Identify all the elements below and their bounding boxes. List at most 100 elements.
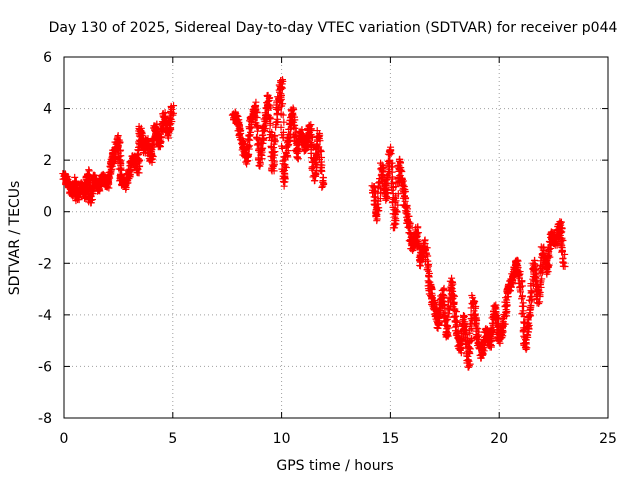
data-point: [518, 278, 526, 286]
data-point: [440, 312, 448, 320]
y-tick-label: -8: [38, 411, 52, 427]
data-point: [440, 284, 448, 292]
data-point: [279, 76, 287, 84]
data-point: [308, 140, 316, 148]
data-point: [280, 182, 288, 190]
data-point: [291, 124, 299, 132]
data-point: [503, 308, 511, 316]
data-point: [377, 159, 385, 167]
x-tick-label: 5: [168, 431, 177, 447]
data-point: [289, 116, 297, 124]
data-point: [538, 275, 546, 283]
data-point: [452, 308, 460, 316]
data-point: [422, 249, 430, 257]
data-point: [253, 123, 261, 131]
data-point: [387, 163, 395, 171]
data-point: [316, 146, 324, 154]
data-point: [147, 144, 155, 152]
data-point: [414, 236, 422, 244]
data-point: [518, 295, 526, 303]
data-point: [518, 302, 526, 310]
data-point: [488, 336, 496, 344]
data-point: [319, 182, 327, 190]
plot-frame: [63, 56, 609, 419]
data-point: [447, 286, 455, 294]
data-point: [533, 299, 541, 307]
data-point: [126, 165, 134, 173]
data-point: [528, 288, 536, 296]
data-point: [536, 291, 544, 299]
data-point: [135, 169, 143, 177]
data-point: [421, 245, 429, 253]
data-point: [267, 115, 275, 123]
data-point: [452, 321, 460, 329]
data-point: [561, 250, 569, 258]
data-point: [170, 102, 178, 110]
data-point: [518, 282, 526, 290]
data-point: [471, 304, 479, 312]
data-point: [520, 318, 528, 326]
data-point: [253, 135, 261, 143]
data-point: [277, 123, 285, 131]
data-point: [170, 109, 178, 117]
data-point: [439, 301, 447, 309]
data-point: [460, 314, 468, 322]
data-point: [271, 132, 279, 140]
data-point: [449, 295, 457, 303]
data-point: [449, 287, 457, 295]
data-point: [515, 272, 523, 280]
data-point: [503, 296, 511, 304]
data-point: [442, 333, 450, 341]
data-point: [277, 102, 285, 110]
data-point: [416, 261, 424, 269]
data-point: [168, 105, 176, 113]
data-point: [389, 224, 397, 232]
data-point: [397, 178, 405, 186]
data-point: [277, 92, 285, 100]
data-point: [257, 139, 265, 147]
data-point: [383, 185, 391, 193]
data-point: [449, 278, 457, 286]
data-point: [466, 326, 474, 334]
data-point: [260, 135, 268, 143]
data-point: [252, 98, 260, 106]
data-point: [450, 299, 458, 307]
data-point: [266, 121, 274, 129]
y-tick-label: -6: [38, 359, 52, 375]
data-point: [282, 164, 290, 172]
y-tick-label: 6: [43, 50, 52, 66]
data-point: [435, 320, 443, 328]
data-point: [524, 323, 532, 331]
data-point: [279, 111, 287, 119]
data-point: [294, 147, 302, 155]
data-point: [388, 186, 396, 194]
data-point: [114, 141, 122, 149]
data-point: [318, 183, 326, 191]
data-point: [244, 141, 252, 149]
x-tick-label: 10: [273, 431, 291, 447]
data-point: [393, 208, 401, 216]
data-point: [318, 167, 326, 175]
data-point: [280, 118, 288, 126]
data-point: [312, 171, 320, 179]
data-point: [471, 310, 479, 318]
data-point: [443, 322, 451, 330]
data-point: [491, 303, 499, 311]
data-point: [392, 217, 400, 225]
data-point: [259, 122, 267, 130]
data-point: [543, 260, 551, 268]
data-point: [373, 212, 381, 220]
data-point: [116, 147, 124, 155]
tick-labels: 0 5 10 15 20 25 -8 -6 -4 -2 0 2 4 6: [38, 50, 617, 447]
y-tick-label: -2: [38, 256, 52, 272]
data-point: [282, 148, 290, 156]
data-point: [443, 316, 451, 324]
data-point: [427, 284, 435, 292]
data-point: [382, 192, 390, 200]
data-point: [487, 325, 495, 333]
data-point: [519, 309, 527, 317]
data-point: [142, 136, 150, 144]
data-point: [283, 152, 291, 160]
data-point: [464, 356, 472, 364]
data-point: [290, 123, 298, 131]
